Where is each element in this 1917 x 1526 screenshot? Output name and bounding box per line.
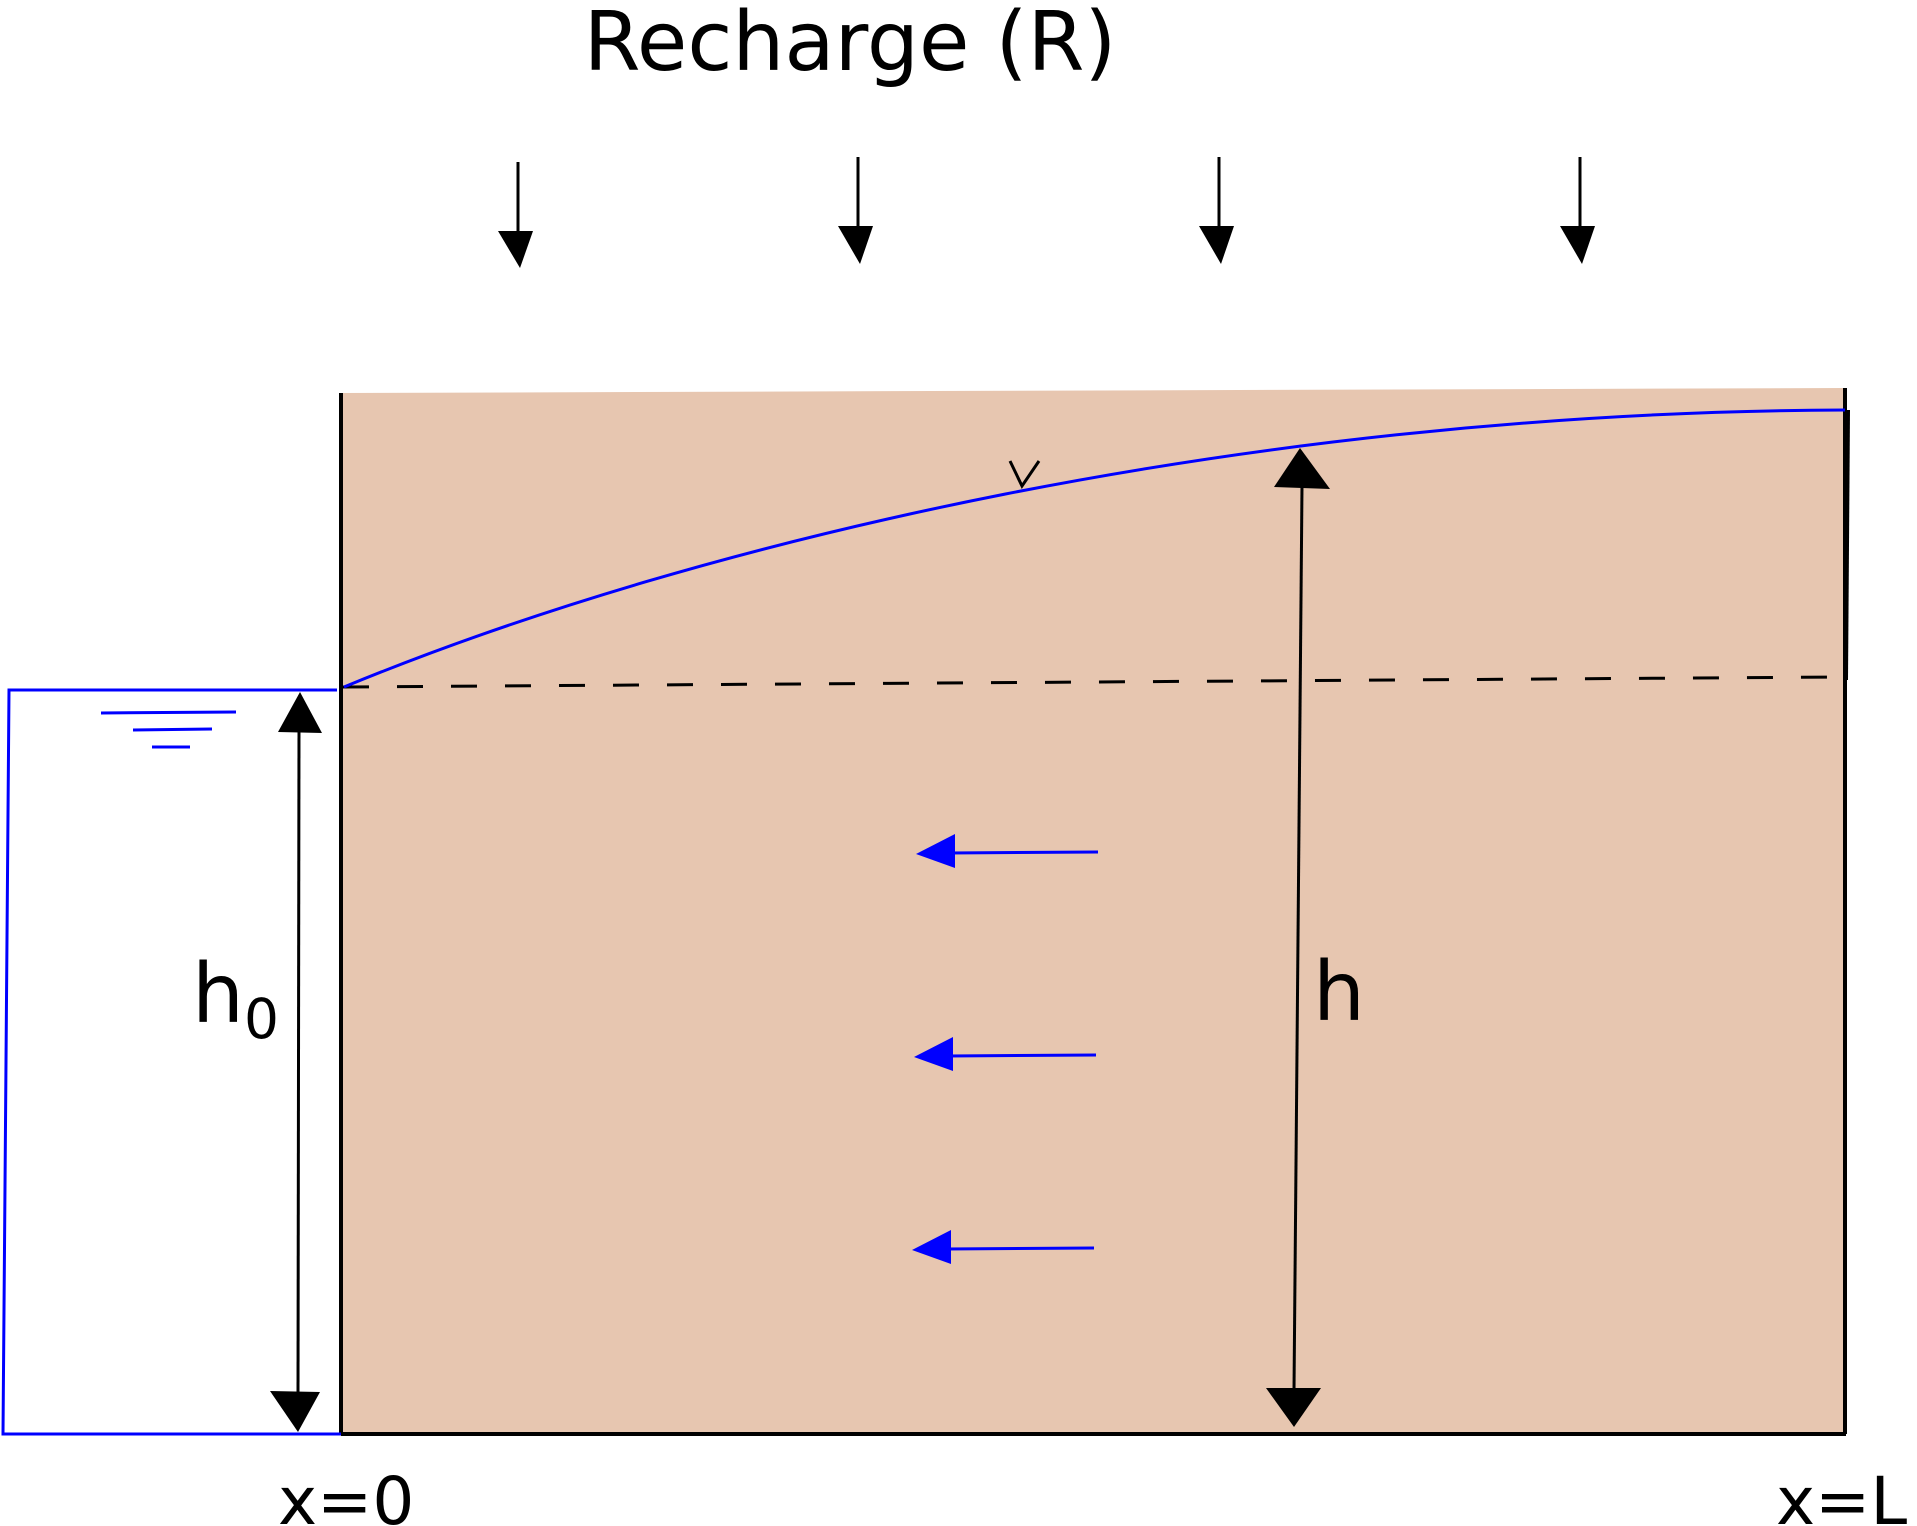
- inverted-triangle-icon: [1008, 460, 1041, 489]
- recharge-arrows: [498, 157, 1595, 268]
- flow-arrow: [912, 1230, 1095, 1264]
- initial-water-level: [342, 675, 1846, 689]
- h0-label-subscript: 0: [244, 987, 279, 1051]
- flow-arrow: [916, 834, 1099, 868]
- reservoir-outline: [1, 688, 341, 1436]
- flow-arrows: [912, 834, 1099, 1264]
- recharge-arrow: [1199, 157, 1234, 264]
- h0-label-main: h: [192, 947, 244, 1042]
- water-table-curve: [343, 408, 1846, 689]
- diagram-title: Recharge (R): [584, 0, 1117, 90]
- x-right-label: x=L: [1776, 1463, 1907, 1526]
- recharge-arrow: [1560, 157, 1595, 264]
- h0-label: h0: [192, 947, 279, 1051]
- aquifer-boundary: [339, 388, 1850, 1436]
- h-dimension-arrow: [1266, 448, 1330, 1427]
- x-left-label: x=0: [278, 1463, 414, 1526]
- flow-arrow: [914, 1037, 1097, 1071]
- aquifer-soil: [341, 388, 1845, 1434]
- h0-dimension-arrow: [270, 692, 322, 1432]
- water-surface-icon: [100, 710, 237, 749]
- recharge-arrow: [498, 162, 533, 268]
- h-label: h: [1313, 945, 1365, 1040]
- recharge-arrow: [838, 157, 873, 264]
